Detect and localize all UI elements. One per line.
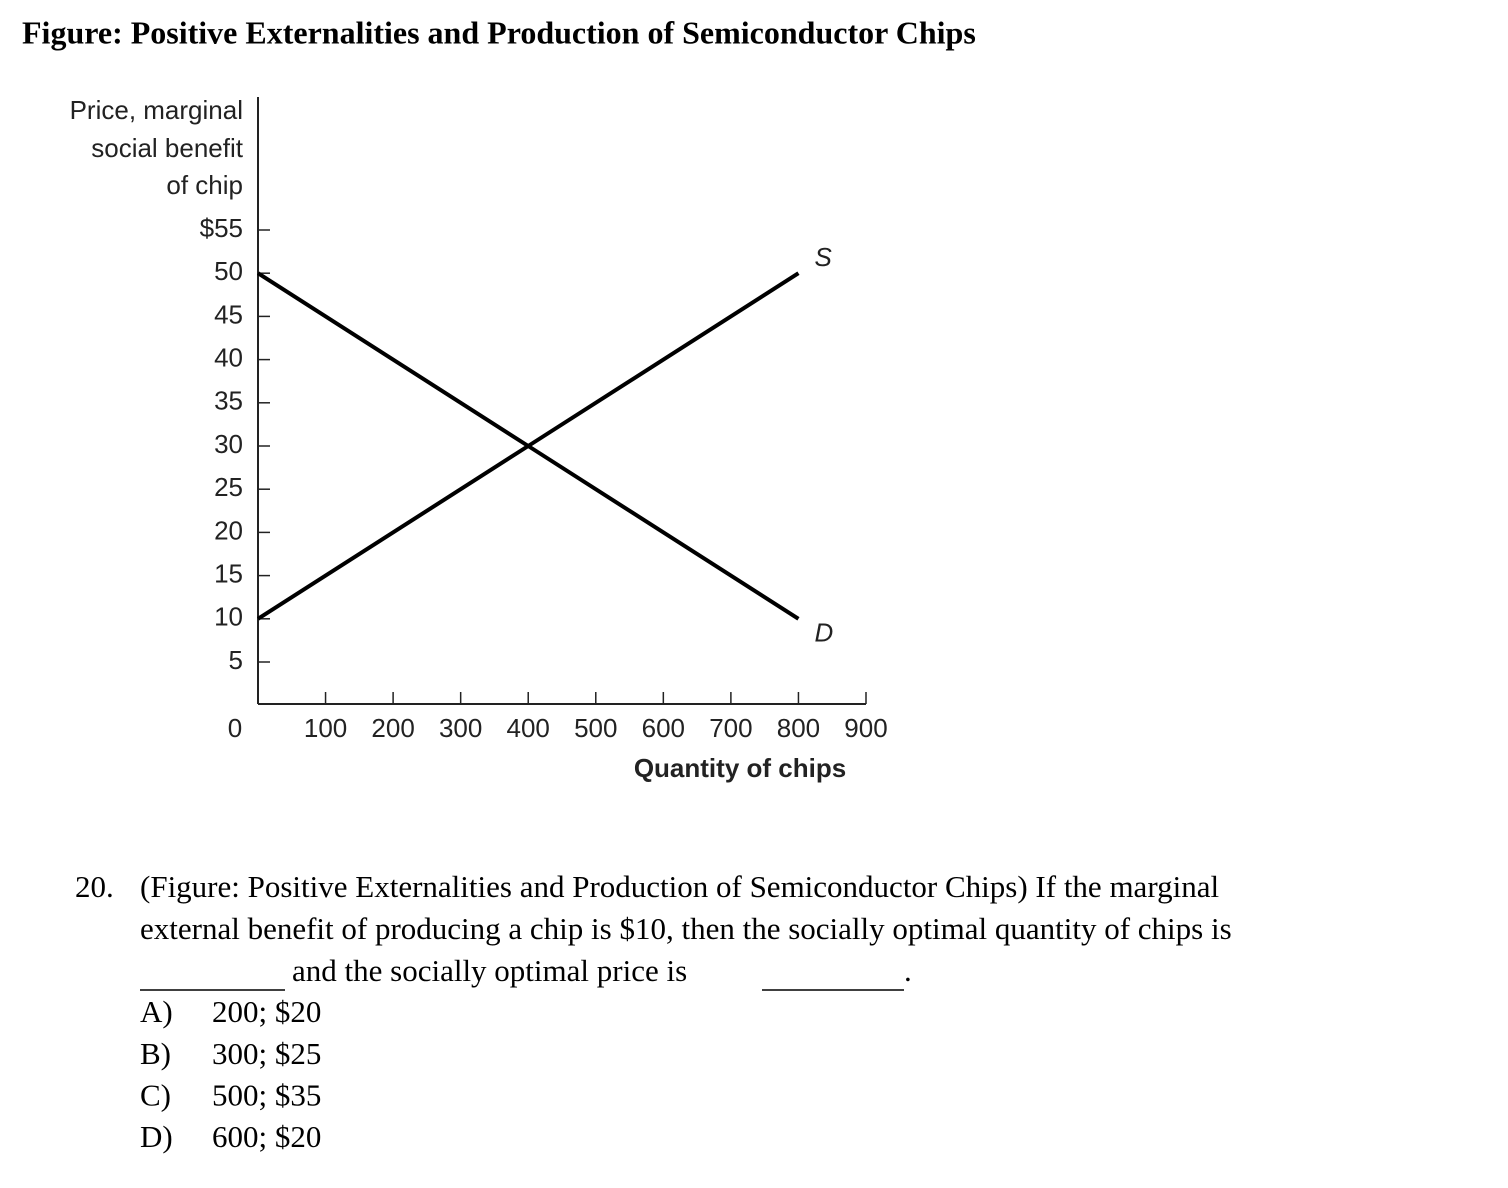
y-tick-label: 10 xyxy=(214,602,243,632)
x-tick-label: 600 xyxy=(642,713,685,743)
x-tick-label: 400 xyxy=(507,713,550,743)
y-tick-label: 50 xyxy=(214,256,243,286)
question-text: external benefit of producing a chip is … xyxy=(140,911,1232,946)
y-tick-label: $55 xyxy=(200,213,243,243)
x-axis-title: Quantity of chips xyxy=(634,753,846,783)
x-tick-label: 200 xyxy=(371,713,414,743)
option-text: 600; $20 xyxy=(212,1119,321,1154)
y-tick-label: 25 xyxy=(214,472,243,502)
series-label: S xyxy=(814,242,832,272)
y-tick-label: 35 xyxy=(214,386,243,416)
option-text: 500; $35 xyxy=(212,1078,321,1113)
x-tick-label: 900 xyxy=(844,713,887,743)
supply-demand-line xyxy=(256,271,800,621)
x-tick-label: 100 xyxy=(304,713,347,743)
option-letter: D) xyxy=(140,1119,173,1154)
y-tick-label: 20 xyxy=(214,515,243,545)
y-axis-title: Price, marginal xyxy=(70,95,243,125)
series-label: D xyxy=(814,618,833,648)
question-number: 20. xyxy=(75,869,114,904)
option-text: 200; $20 xyxy=(212,994,321,1029)
y-axis-title: of chip xyxy=(166,170,243,200)
option-letter: C) xyxy=(140,1078,171,1113)
x-tick-label: 800 xyxy=(777,713,820,743)
figure-title: Figure: Positive Externalities and Produ… xyxy=(22,14,976,50)
x-tick-label: 700 xyxy=(709,713,752,743)
option-letter: B) xyxy=(140,1036,171,1071)
x-tick-label: 0 xyxy=(228,713,242,743)
y-tick-label: 5 xyxy=(229,645,243,675)
y-tick-label: 45 xyxy=(214,299,243,329)
option-letter: A) xyxy=(140,994,173,1029)
y-tick-label: 15 xyxy=(214,558,243,588)
y-axis-title: social benefit xyxy=(91,133,244,163)
x-tick-label: 300 xyxy=(439,713,482,743)
option-text: 300; $25 xyxy=(212,1036,321,1071)
question-text: . xyxy=(904,953,912,988)
x-tick-label: 500 xyxy=(574,713,617,743)
y-tick-label: 30 xyxy=(214,429,243,459)
question-text: and the socially optimal price is xyxy=(292,953,687,988)
question-text: (Figure: Positive Externalities and Prod… xyxy=(140,869,1219,904)
y-tick-label: 40 xyxy=(214,342,243,372)
